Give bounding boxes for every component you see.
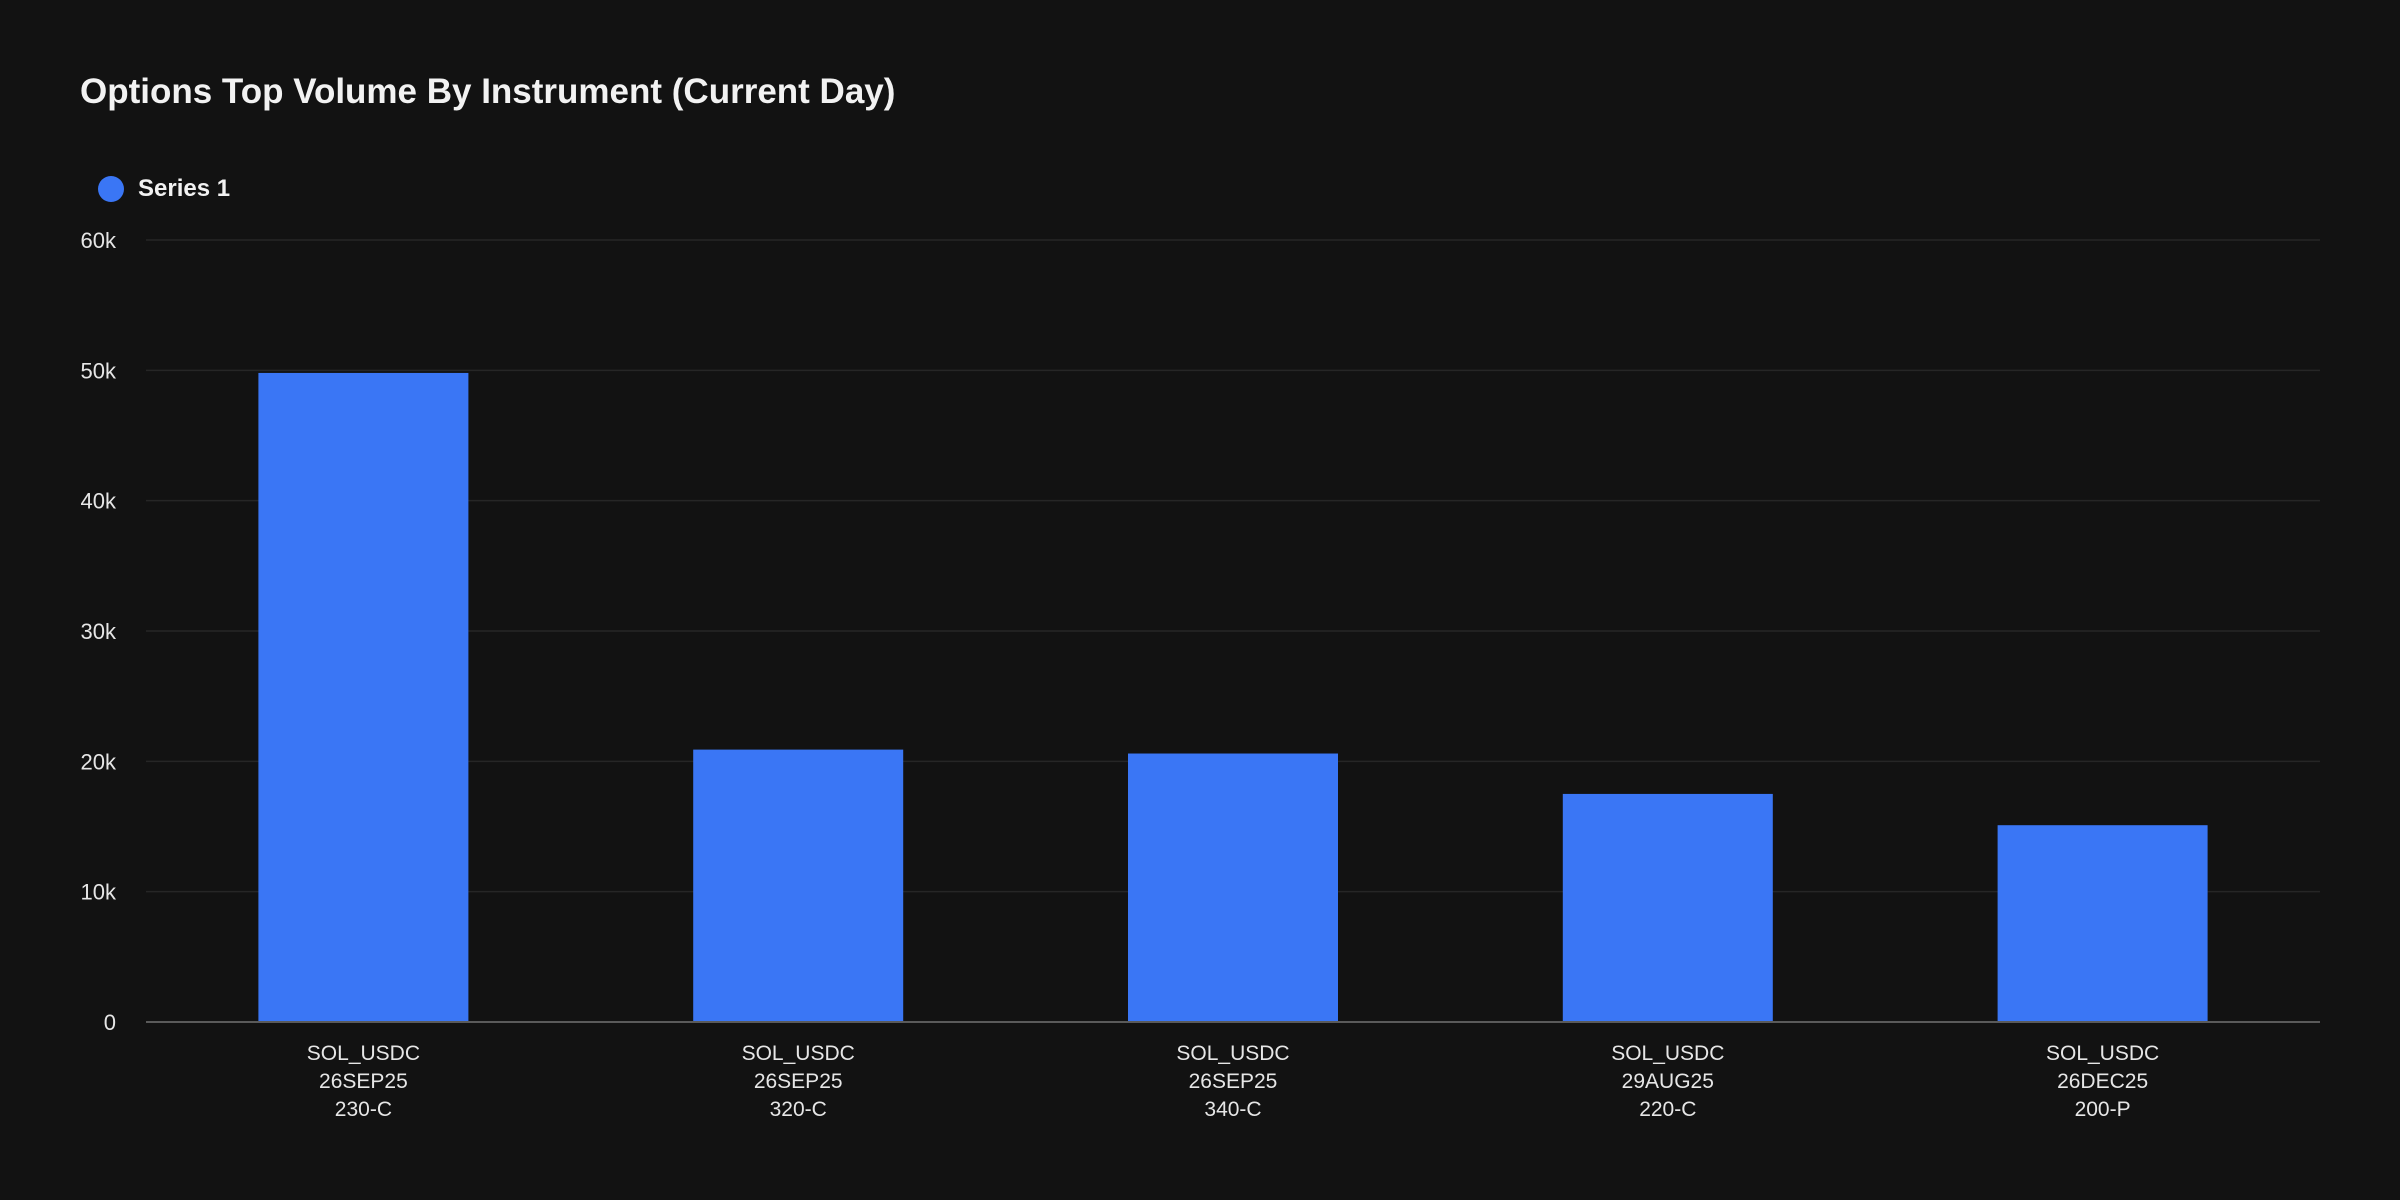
x-tick-label-line: 26DEC25 <box>2057 1070 2148 1093</box>
bar[interactable] <box>693 749 904 1022</box>
y-tick-label: 60k <box>81 228 117 253</box>
x-tick-label-line: SOL_USDC <box>2046 1042 2159 1065</box>
chart-title: Options Top Volume By Instrument (Curren… <box>80 72 896 111</box>
x-tick-label: SOL_USDC 26SEP25 230-C <box>307 1042 420 1121</box>
x-tick-label: SOL_USDC 29AUG25 220-C <box>1611 1042 1724 1121</box>
x-tick-label-line: SOL_USDC <box>1611 1042 1724 1065</box>
x-tick-label: SOL_USDC 26DEC25 200-P <box>2046 1042 2159 1121</box>
x-tick-label-line: 29AUG25 <box>1622 1070 1714 1093</box>
gridlines <box>146 239 2320 893</box>
x-tick-label-line: SOL_USDC <box>1176 1042 1289 1065</box>
x-tick-label: SOL_USDC 26SEP25 340-C <box>1176 1042 1289 1121</box>
x-tick-label-line: 320-C <box>770 1098 827 1121</box>
x-tick-label: SOL_USDC 26SEP25 320-C <box>742 1042 855 1121</box>
legend-swatch-series-1 <box>98 176 124 202</box>
y-tick-label: 40k <box>81 489 117 514</box>
legend-label-series-1: Series 1 <box>138 175 231 202</box>
y-tick-label: 0 <box>104 1010 116 1035</box>
y-tick-label: 50k <box>81 358 117 383</box>
bar[interactable] <box>1128 753 1338 1022</box>
x-tick-label-line: 26SEP25 <box>754 1070 843 1093</box>
bar[interactable] <box>1562 793 1773 1022</box>
x-tick-label-line: SOL_USDC <box>307 1042 420 1065</box>
legend: Series 1 <box>98 175 230 203</box>
y-tick-label: 20k <box>81 749 117 774</box>
x-tick-label-line: 340-C <box>1204 1098 1261 1121</box>
x-tick-label-line: 26SEP25 <box>319 1070 408 1093</box>
bars <box>258 372 2208 1022</box>
x-tick-label-line: 220-C <box>1639 1098 1696 1121</box>
y-tick-label: 30k <box>81 619 117 644</box>
x-tick-label-line: SOL_USDC <box>742 1042 855 1065</box>
x-tick-label-line: 26SEP25 <box>1189 1070 1278 1093</box>
y-tick-label: 10k <box>81 880 117 905</box>
bar[interactable] <box>1997 825 2208 1022</box>
x-tick-label-line: 200-P <box>2075 1098 2131 1121</box>
x-tick-label-line: 230-C <box>335 1098 392 1121</box>
bar[interactable] <box>258 372 469 1022</box>
